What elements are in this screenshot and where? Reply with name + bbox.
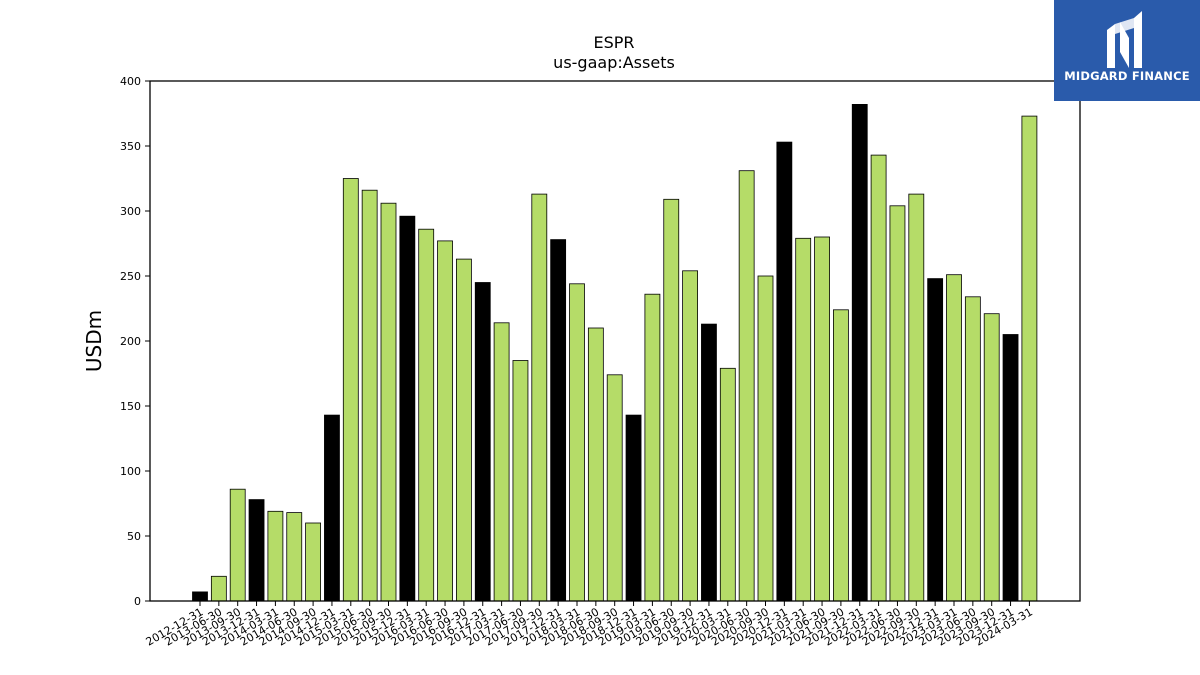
bar xyxy=(833,309,849,602)
bar xyxy=(569,283,585,602)
bar xyxy=(776,141,793,602)
bar xyxy=(531,193,548,602)
bar xyxy=(964,296,981,602)
bar xyxy=(361,189,378,602)
bar xyxy=(625,414,642,602)
chart-subtitle: us-gaap:Assets xyxy=(553,53,675,72)
bar xyxy=(644,293,661,602)
bar xyxy=(493,322,510,602)
y-axis-ticks: 0 50 100 150 200 250 300 350 400 xyxy=(120,75,150,608)
y-tick-label: 400 xyxy=(120,75,141,88)
bar xyxy=(814,236,830,602)
bar xyxy=(908,193,925,602)
bar xyxy=(267,510,284,602)
bar xyxy=(738,170,755,602)
bar xyxy=(927,278,944,602)
midgard-m-logo-icon xyxy=(1107,11,1142,68)
bar xyxy=(305,522,322,602)
y-tick-label: 200 xyxy=(120,335,141,348)
bar xyxy=(701,323,717,602)
bar-series xyxy=(192,104,1038,602)
bar xyxy=(587,327,604,602)
y-tick-label: 250 xyxy=(120,270,141,283)
y-tick-label: 150 xyxy=(120,400,141,413)
bar xyxy=(229,488,246,602)
bar xyxy=(399,215,416,602)
bar xyxy=(474,282,491,602)
bar xyxy=(606,374,623,602)
y-tick-label: 350 xyxy=(120,140,141,153)
bar xyxy=(757,275,774,602)
bar xyxy=(380,202,397,602)
bar xyxy=(210,575,227,602)
bar xyxy=(437,240,453,602)
bar xyxy=(889,205,906,602)
bar xyxy=(946,274,962,602)
bar xyxy=(418,228,435,602)
y-axis-label: USDm xyxy=(82,310,106,372)
x-axis-ticks: 2012-12-312013-06-302013-09-302013-12-31… xyxy=(144,601,1035,649)
bar xyxy=(324,414,340,602)
bar xyxy=(248,499,265,602)
bar xyxy=(1021,115,1038,602)
bar xyxy=(870,154,887,602)
bar xyxy=(663,198,680,602)
bar xyxy=(795,237,812,602)
bar xyxy=(851,104,868,602)
bar xyxy=(550,239,567,602)
y-tick-label: 100 xyxy=(120,465,141,478)
bar xyxy=(1002,334,1019,602)
y-tick-label: 50 xyxy=(127,530,141,543)
plot-frame xyxy=(149,80,1081,602)
bar xyxy=(455,258,472,602)
bar xyxy=(983,313,1000,602)
brand-name: MIDGARD FINANCE xyxy=(1064,69,1190,83)
y-tick-label: 300 xyxy=(120,205,141,218)
bar xyxy=(682,270,698,602)
bar xyxy=(342,178,359,602)
chart-title: ESPR xyxy=(593,33,634,52)
bar xyxy=(719,367,736,602)
y-tick-label: 0 xyxy=(134,595,141,608)
brand-logo: MIDGARD FINANCE xyxy=(1054,0,1200,101)
bar xyxy=(192,591,208,602)
bar xyxy=(286,512,303,602)
bar xyxy=(512,360,529,602)
